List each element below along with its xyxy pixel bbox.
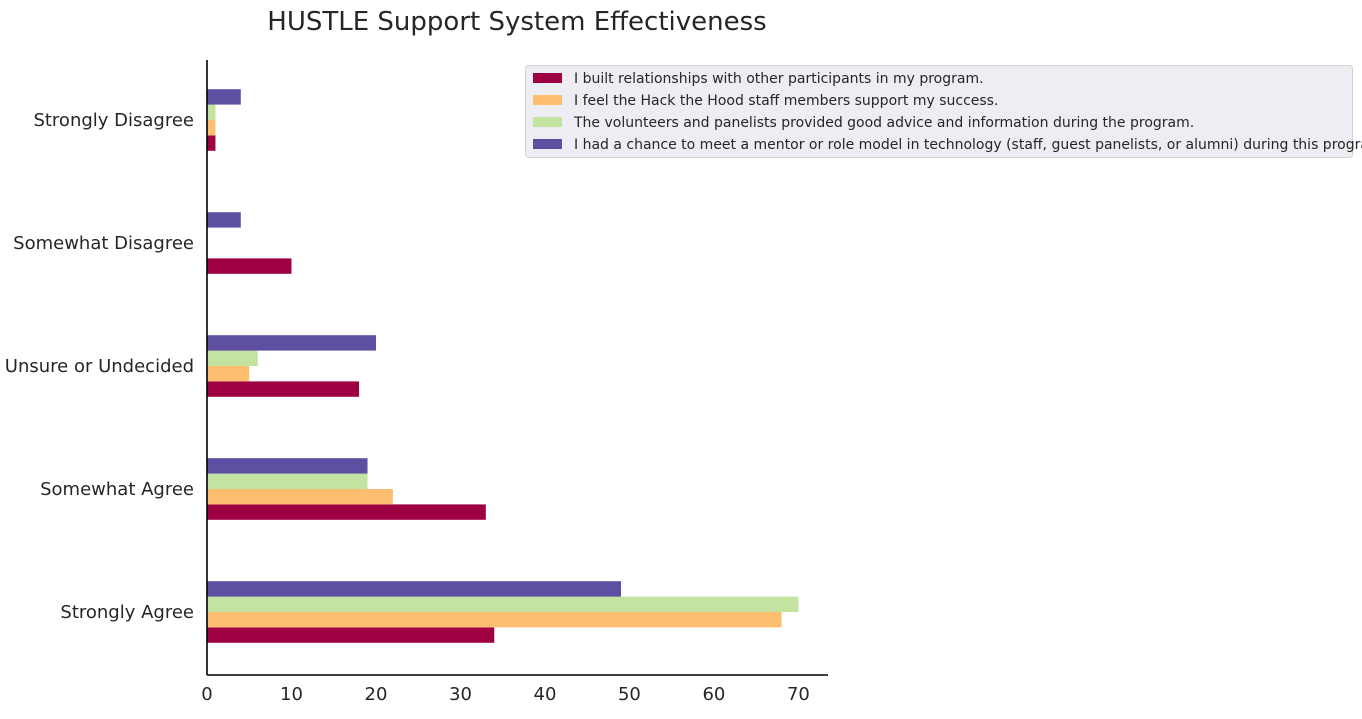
legend-swatch [533, 117, 562, 127]
bar [207, 504, 486, 519]
y-tick-label: Strongly Agree [60, 602, 194, 623]
bar [207, 489, 393, 504]
legend-label: I built relationships with other partici… [574, 71, 984, 87]
bar [207, 597, 798, 612]
x-tick-label: 40 [534, 684, 557, 705]
bar [207, 335, 376, 350]
legend-label: I had a chance to meet a mentor or role … [574, 137, 1362, 153]
x-tick-label: 10 [280, 684, 303, 705]
chart-title: HUSTLE Support System Effectiveness [267, 7, 766, 37]
bar [207, 105, 215, 120]
legend-swatch [533, 139, 562, 149]
bar [207, 474, 368, 489]
y-tick-label: Somewhat Agree [40, 479, 194, 500]
bar [207, 351, 258, 366]
x-tick-label: 0 [201, 684, 212, 705]
bar [207, 212, 241, 227]
bar [207, 627, 494, 642]
x-tick-label: 60 [702, 684, 725, 705]
x-tick-label: 70 [787, 684, 810, 705]
legend-swatch [533, 73, 562, 83]
bars [207, 89, 798, 643]
bar [207, 89, 241, 104]
x-tick-label: 30 [449, 684, 472, 705]
bar [207, 381, 359, 396]
legend: I built relationships with other partici… [526, 66, 1362, 158]
y-tick-label: Unsure or Undecided [5, 356, 194, 377]
legend-swatch [533, 95, 562, 105]
bar [207, 135, 215, 150]
x-tick-label: 50 [618, 684, 641, 705]
legend-label: The volunteers and panelists provided go… [573, 115, 1194, 131]
bar [207, 458, 368, 473]
x-tick-label: 20 [365, 684, 388, 705]
bar [207, 366, 249, 381]
bar [207, 258, 291, 273]
y-tick-label: Somewhat Disagree [13, 233, 194, 254]
bar [207, 612, 782, 627]
y-tick-label: Strongly Disagree [33, 110, 194, 131]
legend-label: I feel the Hack the Hood staff members s… [574, 93, 998, 109]
bar [207, 581, 621, 596]
bar [207, 120, 215, 135]
